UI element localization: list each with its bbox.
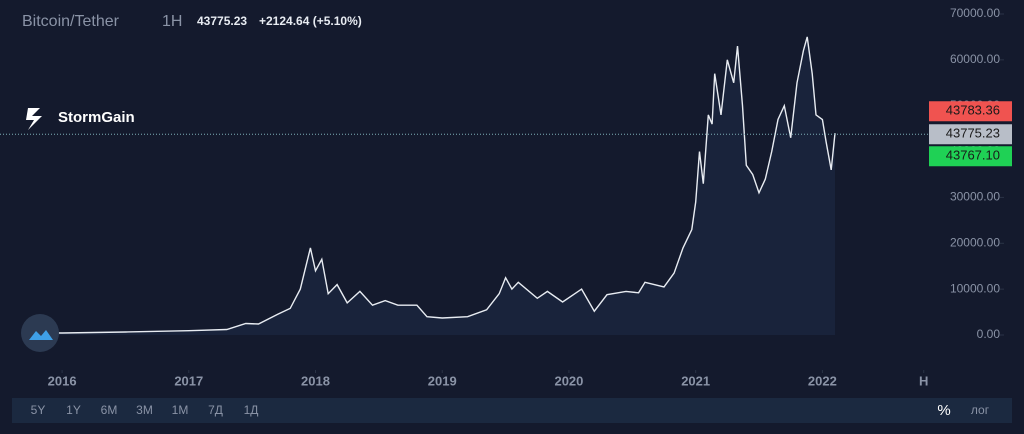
brand: StormGain xyxy=(58,109,135,126)
logo-icon xyxy=(26,108,42,130)
price: 43775.23 xyxy=(197,14,247,28)
range-button[interactable]: 1M xyxy=(172,403,189,417)
range-button[interactable]: 1Д xyxy=(244,403,259,417)
price-tag-label: 43775.23 xyxy=(946,126,1000,141)
price-tag-label: 43783.36 xyxy=(946,103,1000,118)
price-tag xyxy=(929,124,1012,145)
price-line xyxy=(21,36,836,334)
icon-circle xyxy=(21,314,59,352)
scale-button[interactable]: % xyxy=(937,402,950,419)
price-tag-label: 43767.10 xyxy=(946,148,1000,163)
range-button[interactable]: 1Y xyxy=(66,403,81,417)
y-tick-label: 20000.00 xyxy=(950,235,1000,249)
area xyxy=(21,36,836,336)
y-tick-label: 60000.00 xyxy=(950,52,1000,66)
symbol: Bitcoin/Tether xyxy=(22,13,120,30)
y-tick-label: 0.00 xyxy=(977,327,1001,341)
interval: 1H xyxy=(162,13,182,30)
x-tick-label: 2020 xyxy=(554,373,583,388)
range-button[interactable]: 3M xyxy=(136,403,153,417)
x-tick-label: 2019 xyxy=(428,373,457,388)
change: +2124.64 (+5.10%) xyxy=(259,14,362,28)
x-tick-label: 2016 xyxy=(48,373,77,388)
scale-button[interactable]: лог xyxy=(971,403,990,417)
y-tick-label: 10000.00 xyxy=(950,281,1000,295)
logo: StormGain xyxy=(26,108,135,130)
y-tick-label: 70000.00 xyxy=(950,6,1000,20)
toolbar xyxy=(12,398,1012,423)
x-tick-label: 2018 xyxy=(301,373,330,388)
price-tag xyxy=(929,146,1012,167)
x-tick-label: 2017 xyxy=(174,373,203,388)
x-tick-label: Н xyxy=(919,373,928,388)
range-button[interactable]: 7Д xyxy=(208,403,223,417)
icon-glyph xyxy=(29,330,53,340)
range-button[interactable]: 5Y xyxy=(31,403,46,417)
plot: 0.0010000.0020000.0030000.0040000.005000… xyxy=(0,6,1012,388)
price-tag xyxy=(929,101,1012,122)
x-tick-label: 2022 xyxy=(808,373,837,388)
chart-icon xyxy=(21,314,59,352)
range-button[interactable]: 6M xyxy=(101,403,118,417)
y-tick-label: 30000.00 xyxy=(950,190,1000,204)
x-tick-label: 2021 xyxy=(681,373,710,388)
